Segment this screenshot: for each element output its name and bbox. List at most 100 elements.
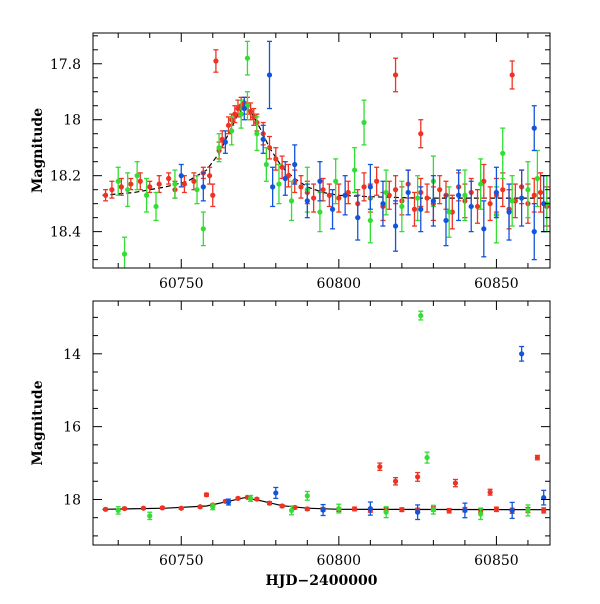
red-data-point <box>225 116 232 135</box>
x-tick-label: 60800 <box>317 276 362 292</box>
y-tick-label: 18 <box>63 113 81 129</box>
green-data-point <box>418 310 424 321</box>
green-data-point <box>424 451 430 464</box>
green-data-point <box>244 40 251 76</box>
green-data-point <box>143 177 150 213</box>
green-data-point <box>254 116 260 152</box>
red-data-point <box>197 504 203 510</box>
blue-data-point <box>392 200 399 252</box>
green-data-point <box>121 236 128 268</box>
green-data-point <box>153 191 159 222</box>
red-data-point <box>137 172 143 191</box>
green-data-point <box>276 163 282 205</box>
y-axis-label: Magnitude <box>30 108 46 193</box>
red-data-point <box>326 183 332 208</box>
blue-data-point <box>456 169 462 222</box>
green-data-point <box>336 503 342 514</box>
green-data-point <box>430 504 436 515</box>
green-data-point <box>509 175 515 227</box>
blue-data-point <box>443 194 449 247</box>
blue-data-point <box>282 161 288 196</box>
blue-data-point <box>541 489 547 506</box>
red-data-point <box>166 172 172 185</box>
red-data-point <box>156 175 162 194</box>
blue-data-point <box>531 203 537 261</box>
x-tick-label: 60750 <box>159 553 204 569</box>
green-data-point <box>525 504 531 517</box>
red-data-point <box>351 506 358 512</box>
y-tick-label: 16 <box>63 420 81 436</box>
green-data-point <box>351 147 358 194</box>
green-data-point <box>288 505 295 516</box>
red-data-point <box>159 505 165 511</box>
blue-data-point <box>342 175 348 216</box>
red-data-point <box>452 478 459 488</box>
red-data-point <box>437 175 443 205</box>
red-data-point <box>392 476 399 486</box>
green-data-point <box>115 166 121 196</box>
blue-data-point <box>222 130 228 154</box>
blue-data-point <box>241 96 247 121</box>
blue-data-point <box>355 194 361 241</box>
red-data-point <box>279 503 285 509</box>
blue-data-point <box>468 180 474 233</box>
red-data-point <box>298 175 304 199</box>
red-data-point <box>481 163 487 199</box>
red-data-point <box>103 506 109 512</box>
red-data-point <box>386 180 392 210</box>
green-data-point <box>247 494 254 502</box>
plot-frame <box>92 300 551 546</box>
green-data-point <box>263 147 269 182</box>
green-data-point <box>238 99 244 129</box>
red-data-point <box>235 495 241 501</box>
blue-data-point <box>304 183 310 219</box>
blue-series <box>178 40 547 261</box>
plot-area <box>102 40 550 268</box>
model-curve <box>102 104 550 199</box>
red-data-point <box>147 180 153 194</box>
green-data-point <box>172 169 178 199</box>
green-data-point <box>125 172 131 208</box>
blue-data-point <box>531 105 537 152</box>
green-data-point <box>216 133 222 163</box>
green-data-point <box>200 211 206 247</box>
red-data-point <box>254 496 260 502</box>
red-data-point <box>304 506 310 512</box>
red-data-point <box>207 166 213 185</box>
y-tick-label: 18.2 <box>50 169 81 185</box>
green-data-point <box>383 169 389 216</box>
red-data-point <box>377 462 383 471</box>
green-data-point <box>304 490 310 501</box>
red-data-point <box>509 60 515 90</box>
red-data-point <box>213 49 219 73</box>
red-data-point <box>415 471 421 482</box>
red-data-point <box>121 505 128 512</box>
red-data-point <box>266 500 273 506</box>
blue-data-point <box>367 163 373 210</box>
x-tick-label: 60800 <box>317 553 362 569</box>
red-data-point <box>103 189 109 202</box>
red-data-point <box>474 189 481 224</box>
blue-data-point <box>380 180 386 227</box>
red-data-point <box>411 191 418 227</box>
green-data-point <box>229 116 235 146</box>
blue-data-point <box>270 166 276 208</box>
red-data-point <box>203 492 210 498</box>
green-data-point <box>500 127 506 180</box>
green-data-point <box>333 158 339 205</box>
green-data-point <box>361 99 367 146</box>
red-data-point <box>311 183 317 213</box>
green-data-point <box>134 161 140 191</box>
blue-data-point <box>225 498 232 506</box>
red-data-point <box>534 454 540 461</box>
red-data-point <box>191 172 197 191</box>
red-data-point <box>247 102 254 121</box>
red-data-point <box>285 163 292 188</box>
blue-data-point <box>273 486 279 500</box>
red-data-point <box>178 505 184 511</box>
green-data-point <box>383 506 389 519</box>
plot-frame <box>92 32 551 269</box>
green-data-point <box>399 180 405 233</box>
